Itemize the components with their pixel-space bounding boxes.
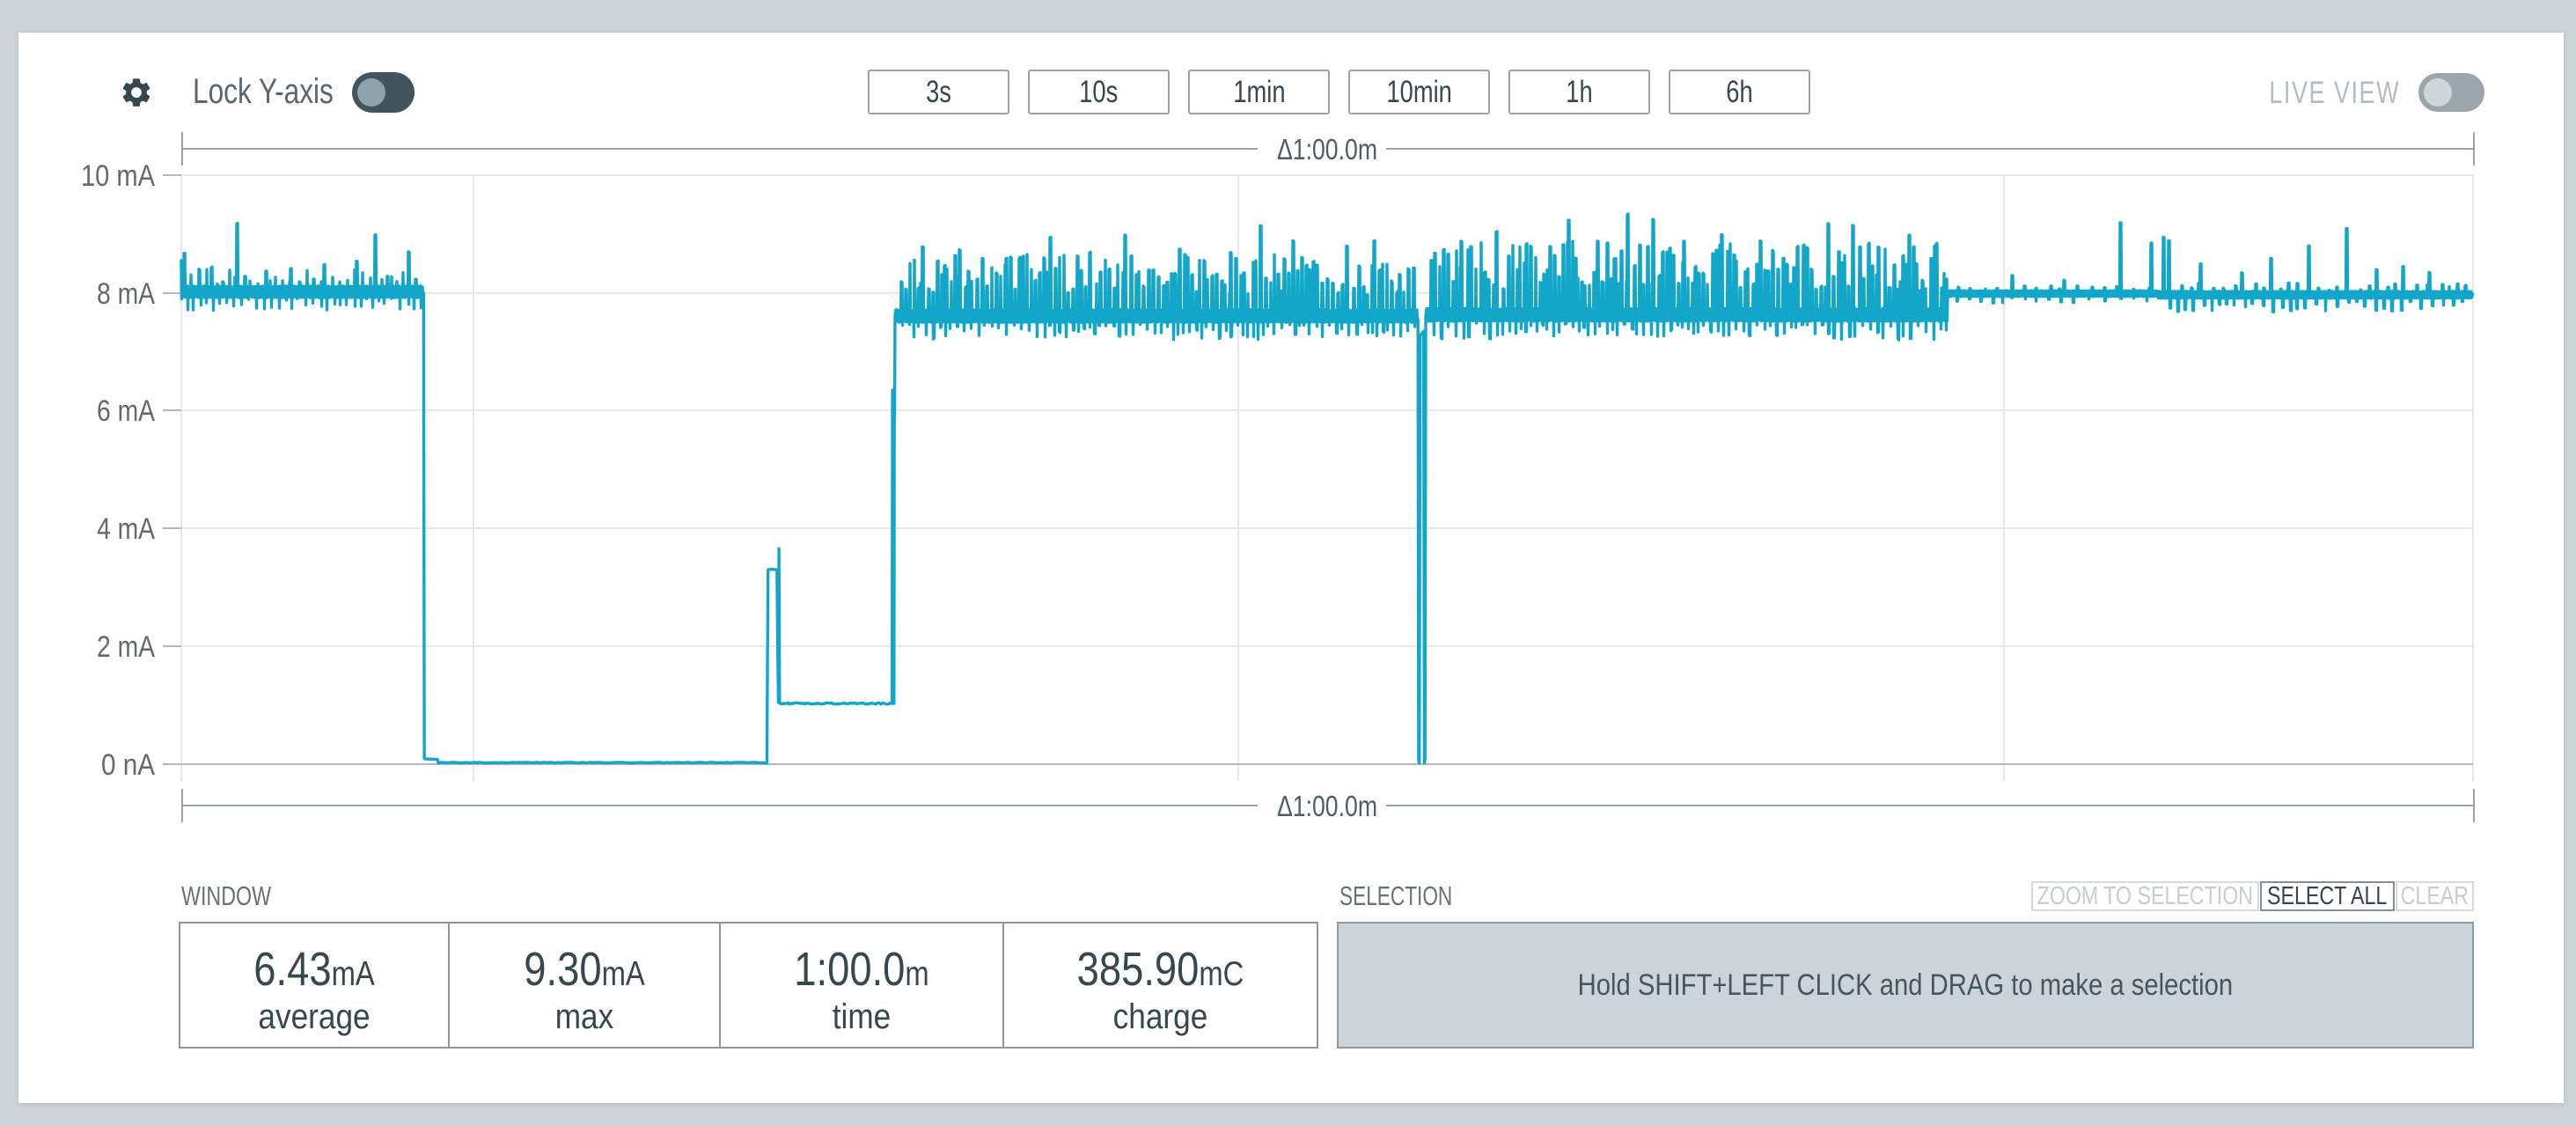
svg-text:6 mA: 6 mA bbox=[97, 394, 155, 428]
svg-text:0 nA: 0 nA bbox=[101, 748, 155, 782]
svg-text:10 mA: 10 mA bbox=[81, 159, 155, 193]
svg-text:Δ1:00.0m: Δ1:00.0m bbox=[1277, 133, 1377, 166]
svg-text:4 mA: 4 mA bbox=[97, 512, 155, 546]
svg-text:Δ1:00.0m: Δ1:00.0m bbox=[1277, 790, 1377, 822]
svg-text:8 mA: 8 mA bbox=[97, 277, 155, 311]
svg-text:2 mA: 2 mA bbox=[97, 630, 155, 664]
